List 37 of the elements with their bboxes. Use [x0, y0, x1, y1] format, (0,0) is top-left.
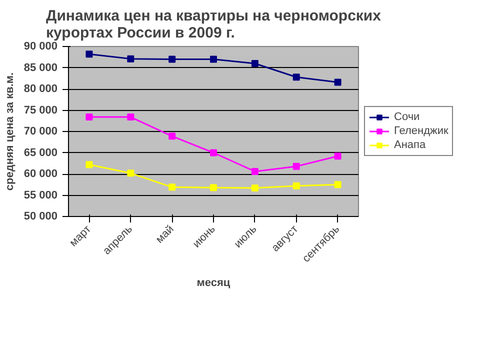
- x-axis-title: месяц: [196, 277, 230, 290]
- point: [251, 184, 258, 192]
- y-tick-label: 50 000: [24, 210, 58, 222]
- point: [292, 162, 300, 170]
- point: [292, 74, 300, 81]
- point: [127, 55, 134, 62]
- y-tick-label: 60 000: [24, 168, 58, 180]
- point: [334, 152, 342, 160]
- point: [168, 132, 176, 140]
- point: [251, 60, 258, 67]
- y-tick-label: 90 000: [24, 40, 58, 52]
- point: [86, 50, 93, 58]
- chart-title: Динамика цен на квартиры на черноморских курортах России в 2009 г.: [46, 8, 382, 42]
- legend-label: Анапа: [394, 139, 426, 151]
- point: [86, 114, 93, 121]
- point: [127, 114, 134, 121]
- y-tick-label: 65 000: [24, 146, 58, 159]
- y-tick-label: 85 000: [24, 62, 58, 74]
- point: [210, 184, 217, 192]
- x-tick-label: май: [154, 223, 176, 246]
- point: [334, 181, 342, 188]
- point: [168, 184, 176, 191]
- point: [168, 56, 176, 63]
- point: [251, 168, 258, 175]
- y-tick-label: 75 000: [24, 104, 58, 116]
- y-tick-label: 70 000: [24, 126, 58, 138]
- legend-label: Сочи: [394, 111, 420, 123]
- legend-label: Геленджик: [394, 125, 448, 137]
- point: [127, 170, 134, 177]
- point: [210, 149, 217, 156]
- point: [292, 182, 300, 190]
- y-axis-title: средняя цена за кв.м.: [4, 72, 16, 191]
- point: [210, 56, 217, 63]
- point: [334, 78, 342, 86]
- point: [86, 161, 93, 168]
- y-tick-label: 80 000: [24, 83, 58, 95]
- y-tick-label: 55 000: [24, 189, 58, 202]
